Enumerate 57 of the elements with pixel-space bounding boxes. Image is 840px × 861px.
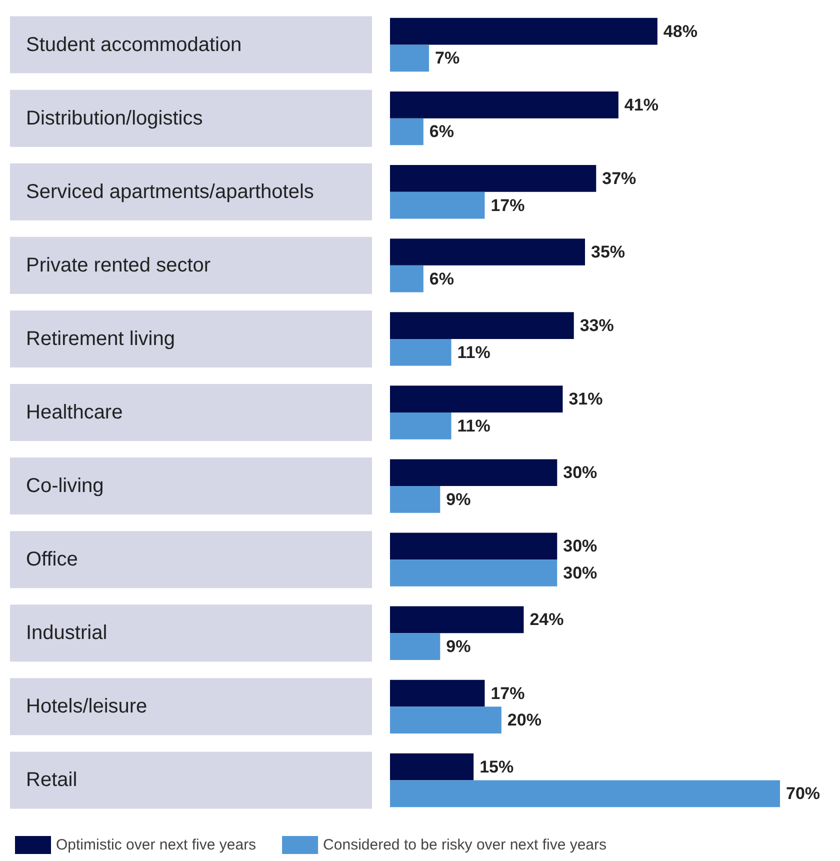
y-tick-label: Serviced apartments/aparthotels <box>26 180 314 203</box>
y-tick-label: Student accommodation <box>26 34 242 56</box>
data-label: 6% <box>429 122 454 142</box>
data-label: 11% <box>457 416 490 436</box>
bar <box>390 118 424 146</box>
y-tick-label: Distribution/logistics <box>26 107 203 130</box>
bar <box>390 560 558 586</box>
data-label: 48% <box>663 22 698 41</box>
bar <box>390 780 780 808</box>
data-label: 17% <box>490 684 525 703</box>
y-tick-label: Industrial <box>26 622 108 644</box>
data-label: 24% <box>530 610 564 630</box>
y-tick-label: Hotels/leisure <box>26 696 148 718</box>
bar <box>390 338 452 366</box>
data-label: 37% <box>602 168 636 188</box>
data-label: 31% <box>568 390 603 409</box>
bar <box>390 412 452 440</box>
y-tick-label: Private rented sector <box>26 254 211 276</box>
bar <box>390 265 424 292</box>
bar <box>390 91 618 118</box>
bar <box>390 680 485 707</box>
data-label: 35% <box>591 242 626 262</box>
data-label: 9% <box>446 637 471 656</box>
data-label: 33% <box>580 316 614 336</box>
y-tick-label: Co-living <box>26 475 104 498</box>
y-tick-label: Retirement living <box>26 328 175 350</box>
data-label: 6% <box>429 269 454 288</box>
data-label: 15% <box>480 757 514 776</box>
bar <box>390 532 558 560</box>
bar <box>390 192 485 219</box>
data-label: 30% <box>563 536 598 556</box>
data-label: 11% <box>457 342 490 362</box>
legend-label: Optimistic over next five years <box>56 836 256 854</box>
bar <box>390 165 596 192</box>
y-tick-label: Healthcare <box>26 402 123 424</box>
bar <box>390 44 429 72</box>
bar <box>390 633 440 660</box>
data-label: 20% <box>507 710 542 730</box>
bar <box>390 386 563 412</box>
data-label: 7% <box>435 48 460 68</box>
bar <box>390 459 558 486</box>
data-label: 30% <box>563 564 598 583</box>
bar <box>390 753 474 780</box>
bar <box>390 706 502 734</box>
data-label: 17% <box>490 196 525 215</box>
data-label: 9% <box>446 490 471 509</box>
y-tick-label: Office <box>26 548 78 571</box>
data-label: 70% <box>786 784 820 804</box>
bar <box>390 18 658 45</box>
bar <box>390 606 524 634</box>
y-tick-label: Retail <box>26 769 78 792</box>
data-label: 41% <box>624 95 658 114</box>
data-label: 30% <box>563 463 598 482</box>
bar <box>390 486 440 513</box>
bar <box>390 312 574 339</box>
bar <box>390 238 585 266</box>
legend-label: Considered to be risky over next five years <box>323 836 607 854</box>
